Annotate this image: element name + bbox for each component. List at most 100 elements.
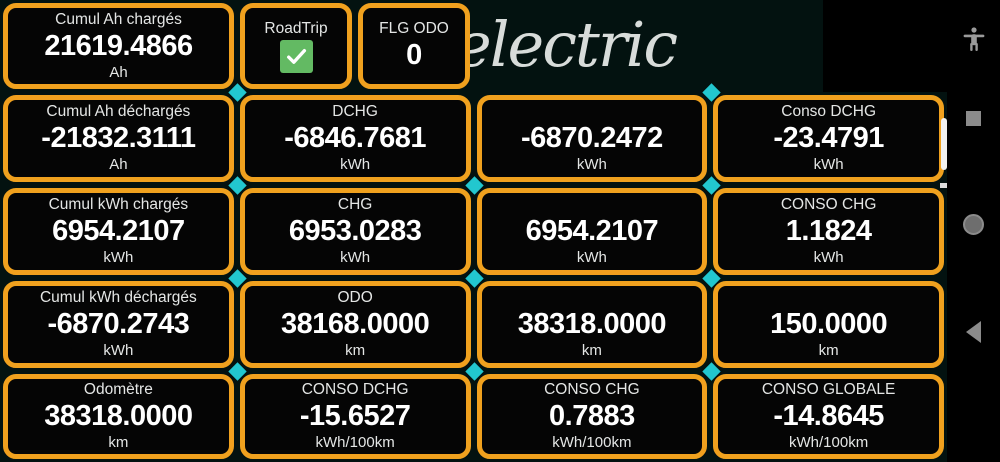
metric-value: 150.0000 xyxy=(770,308,888,340)
square-icon xyxy=(966,111,981,126)
triangle-back-icon xyxy=(966,320,981,343)
metric-title: CONSO DCHG xyxy=(301,381,409,398)
metric-card[interactable]: CHG 6953.0283 kWh xyxy=(239,188,471,275)
metric-cell[interactable]: DCHG -6846.7681 kWh xyxy=(237,92,474,185)
metric-value: 0.7883 xyxy=(549,400,635,432)
metric-card[interactable]: 38318.0000 km xyxy=(476,281,708,368)
roadtrip-card[interactable]: RoadTrip xyxy=(240,3,352,89)
metric-cell[interactable]: CHG 6953.0283 kWh xyxy=(237,185,474,278)
android-navigation-bar xyxy=(947,0,1000,462)
metric-title: FLG ODO xyxy=(379,19,449,37)
metric-value: -21832.3111 xyxy=(41,122,196,154)
metric-unit: km xyxy=(818,342,839,359)
metric-cell[interactable]: 150.0000 km xyxy=(710,278,947,371)
metric-card[interactable]: ODO 38168.0000 km xyxy=(239,281,471,368)
metric-title: CONSO CHG xyxy=(544,381,640,398)
metric-unit: kWh/100km xyxy=(789,434,869,451)
metric-unit: kWh/100km xyxy=(315,434,395,451)
metric-card[interactable]: CONSO DCHG -15.6527 kWh/100km xyxy=(239,374,471,459)
metric-card[interactable]: Cumul kWh déchargés -6870.2743 kWh xyxy=(3,281,234,368)
metric-cell[interactable]: 6954.2107 kWh xyxy=(474,185,711,278)
metric-cell[interactable]: Cumul Ah déchargés -21832.3111 Ah xyxy=(0,92,237,185)
metric-card[interactable]: 6954.2107 kWh xyxy=(476,188,708,275)
metric-unit: km xyxy=(108,434,129,451)
metric-value: -14.8645 xyxy=(773,400,884,432)
metric-value: 21619.4866 xyxy=(44,29,193,62)
metric-value: 6953.0283 xyxy=(288,215,422,247)
metric-cell[interactable]: CONSO DCHG -15.6527 kWh/100km xyxy=(237,371,474,462)
metric-value: 38318.0000 xyxy=(517,308,667,340)
metric-card[interactable]: Cumul kWh chargés 6954.2107 kWh xyxy=(3,188,234,275)
metric-unit: Ah xyxy=(109,156,128,173)
metric-row: Cumul kWh chargés 6954.2107 kWh CHG 6953… xyxy=(0,185,947,278)
recents-button[interactable] xyxy=(947,92,1000,145)
metric-title: RoadTrip xyxy=(264,19,328,37)
metric-title: Conso DCHG xyxy=(781,103,876,120)
metric-title: DCHG xyxy=(332,103,378,120)
metric-title: CHG xyxy=(337,196,373,213)
metric-unit: km xyxy=(345,342,366,359)
metric-title: Odomètre xyxy=(83,381,153,398)
metric-unit: kWh xyxy=(576,249,607,266)
back-button[interactable] xyxy=(947,305,1000,358)
metric-unit: kWh xyxy=(103,342,134,359)
metric-card[interactable]: FLG ODO 0 xyxy=(358,3,470,89)
home-button[interactable] xyxy=(947,198,1000,251)
metric-unit: km xyxy=(581,342,602,359)
metric-card[interactable]: -6870.2472 kWh xyxy=(476,95,708,182)
metric-cell[interactable]: FLG ODO 0 xyxy=(355,0,473,92)
metric-card[interactable]: Cumul Ah chargés 21619.4866 Ah xyxy=(3,3,234,89)
metric-cell[interactable]: Odomètre 38318.0000 km xyxy=(0,371,237,462)
metric-unit: kWh xyxy=(340,249,371,266)
metric-cell[interactable]: Cumul kWh déchargés -6870.2743 kWh xyxy=(0,278,237,371)
metric-cell[interactable]: CONSO CHG 1.1824 kWh xyxy=(710,185,947,278)
metric-title: CONSO GLOBALE xyxy=(761,381,896,398)
metric-row: Cumul Ah chargés 21619.4866 Ah RoadTrip xyxy=(0,0,947,92)
metric-unit: kWh/100km xyxy=(552,434,632,451)
metric-unit: kWh xyxy=(103,249,134,266)
metric-unit: kWh xyxy=(813,249,844,266)
metric-card[interactable]: 150.0000 km xyxy=(713,281,944,368)
check-icon xyxy=(286,48,306,64)
accessibility-button[interactable] xyxy=(947,12,1000,65)
metric-title: ODO xyxy=(337,289,373,306)
metric-cell[interactable]: Conso DCHG -23.4791 kWh xyxy=(710,92,947,185)
metric-value: -23.4791 xyxy=(773,122,884,154)
circle-icon xyxy=(963,214,984,235)
metric-value: -15.6527 xyxy=(299,400,411,432)
metric-cell[interactable]: Cumul Ah chargés 21619.4866 Ah xyxy=(0,0,237,92)
metric-cell-roadtrip[interactable]: RoadTrip xyxy=(237,0,355,92)
metric-card[interactable]: DCHG -6846.7681 kWh xyxy=(239,95,471,182)
metric-row: Odomètre 38318.0000 km CONSO DCHG -15.65… xyxy=(0,371,947,462)
metric-cell[interactable]: ODO 38168.0000 km xyxy=(237,278,474,371)
metric-title: Cumul kWh chargés xyxy=(48,196,189,213)
metric-title: Cumul Ah chargés xyxy=(55,10,182,28)
metric-title: Cumul Ah déchargés xyxy=(46,103,191,120)
metric-unit: kWh xyxy=(813,156,844,173)
metric-cell[interactable]: CONSO CHG 0.7883 kWh/100km xyxy=(474,371,711,462)
metric-value: 38318.0000 xyxy=(44,400,193,432)
metric-value: 6954.2107 xyxy=(525,215,659,247)
metric-value: -6870.2472 xyxy=(521,122,663,154)
metric-cell[interactable]: 38318.0000 km xyxy=(474,278,711,371)
metric-cell[interactable]: -6870.2472 kWh xyxy=(474,92,711,185)
metric-unit: kWh xyxy=(340,156,371,173)
metric-value: -6846.7681 xyxy=(284,122,426,154)
metric-card[interactable]: CONSO GLOBALE -14.8645 kWh/100km xyxy=(713,374,944,459)
metric-cell[interactable]: CONSO GLOBALE -14.8645 kWh/100km xyxy=(710,371,947,462)
metric-card[interactable]: CONSO CHG 1.1824 kWh xyxy=(713,188,944,275)
metric-card[interactable]: Odomètre 38318.0000 km xyxy=(3,374,234,459)
metric-unit: Ah xyxy=(109,63,128,81)
metric-value: -6870.2743 xyxy=(47,308,190,340)
roadtrip-checkbox[interactable] xyxy=(279,39,313,73)
metric-title: CONSO CHG xyxy=(780,196,877,213)
metric-card[interactable]: Conso DCHG -23.4791 kWh xyxy=(713,95,944,182)
vertical-scrollbar-thumb[interactable] xyxy=(941,118,947,170)
metric-cell[interactable]: Cumul kWh chargés 6954.2107 kWh xyxy=(0,185,237,278)
metric-card[interactable]: CONSO CHG 0.7883 kWh/100km xyxy=(476,374,708,459)
metric-title: Cumul kWh déchargés xyxy=(39,289,197,306)
metric-unit: kWh xyxy=(576,156,607,173)
metric-row: Cumul kWh déchargés -6870.2743 kWh ODO 3… xyxy=(0,278,947,371)
metric-card[interactable]: Cumul Ah déchargés -21832.3111 Ah xyxy=(3,95,234,182)
